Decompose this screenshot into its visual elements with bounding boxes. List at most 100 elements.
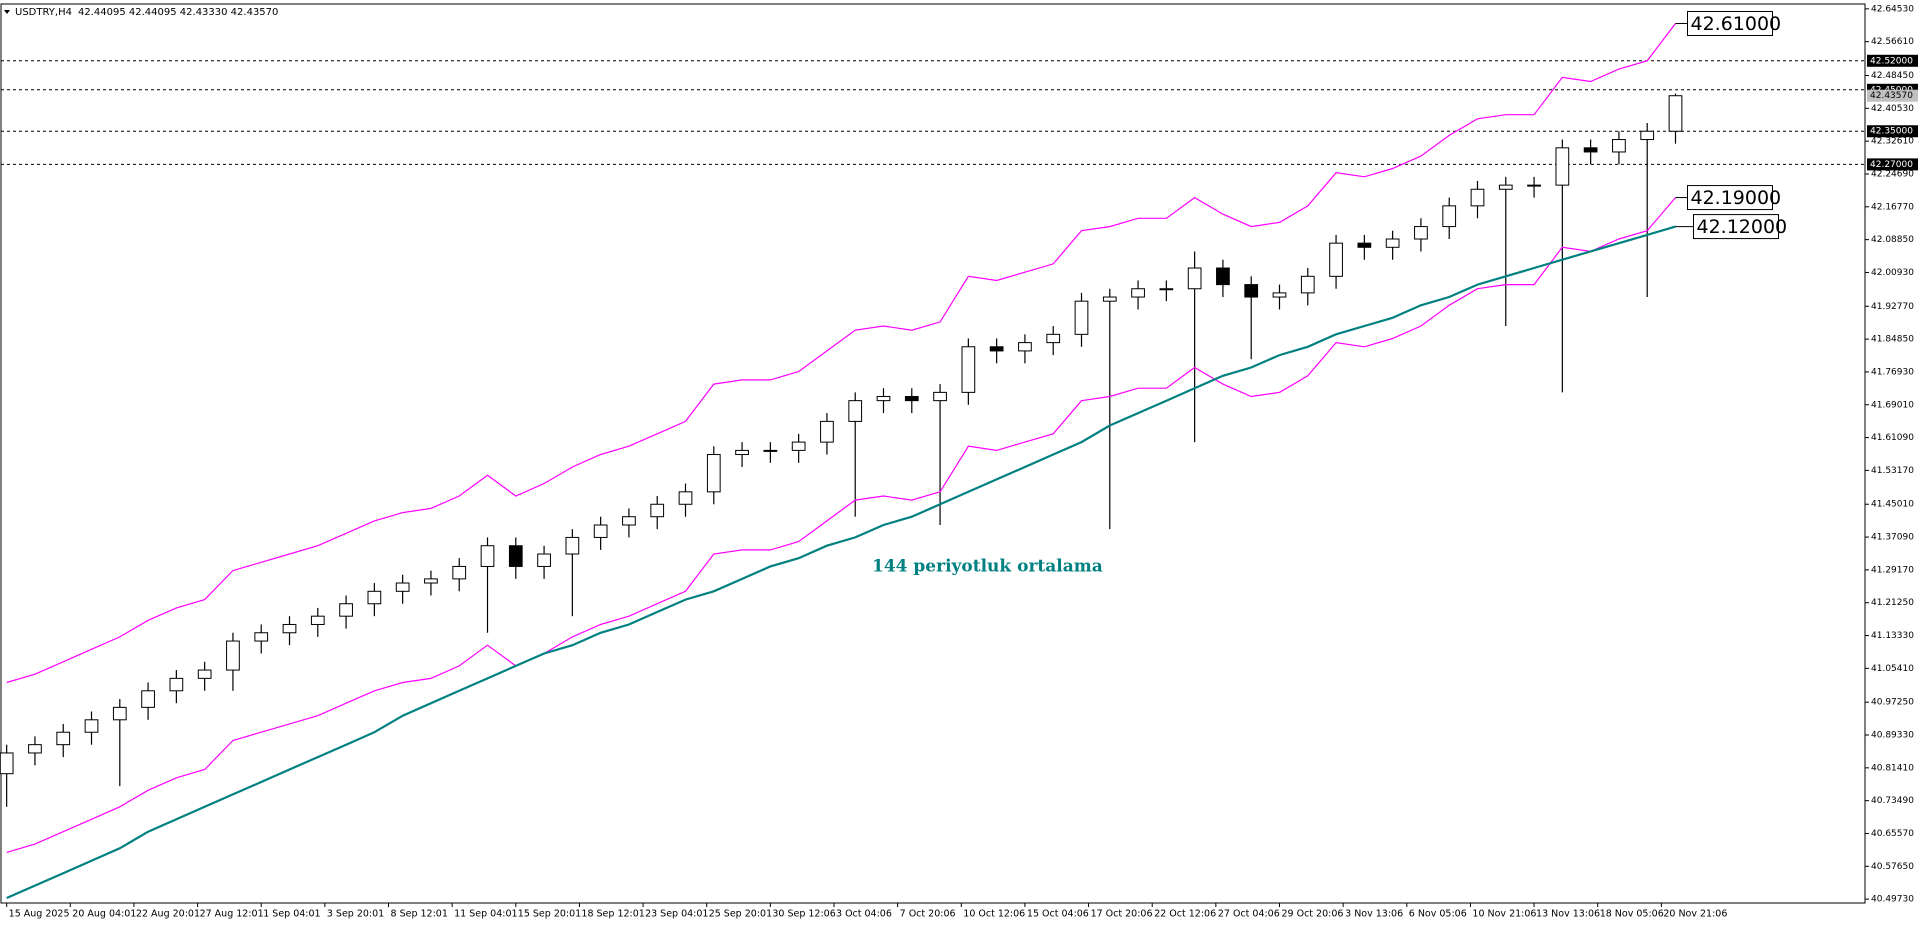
candle-body <box>1131 288 1145 298</box>
candle-body <box>650 503 665 518</box>
x-tick-label: 15 Aug 2025 <box>9 909 70 920</box>
candle-body <box>1329 242 1343 277</box>
candle-body <box>876 396 891 402</box>
level-tag <box>1867 54 1918 67</box>
candle-body <box>1074 300 1089 335</box>
candle-body <box>1300 275 1315 294</box>
candle-body <box>1244 284 1259 298</box>
x-tick-label: 22 Oct 12:06 <box>1154 909 1216 920</box>
x-tick-label: 8 Sep 12:01 <box>391 909 448 920</box>
level-tag <box>1867 125 1918 138</box>
y-tick-label: 40.97250 <box>1871 698 1914 708</box>
candle-body <box>339 603 353 617</box>
candle-body <box>706 454 721 493</box>
x-tick-label: 22 Aug 20:01 <box>136 909 200 920</box>
candle-body <box>1159 288 1174 291</box>
candle-body <box>989 346 1004 352</box>
candle-body <box>1555 147 1570 186</box>
y-tick-label: 41.61090 <box>1871 433 1914 443</box>
x-tick-label: 18 Sep 12:01 <box>581 909 644 920</box>
x-tick-label: 20 Nov 21:06 <box>1663 909 1727 920</box>
candle-body <box>1442 205 1457 228</box>
y-tick-label: 42.24690 <box>1871 169 1914 179</box>
candle-body <box>1640 130 1655 141</box>
candle-body <box>424 578 438 584</box>
candle-body <box>904 396 919 402</box>
x-tick-label: 20 Aug 04:01 <box>72 909 136 920</box>
ohlc-readout: 42.44095 42.44095 42.43330 42.43570 <box>78 7 278 18</box>
candle-body <box>395 582 410 592</box>
y-tick-label: 40.65570 <box>1871 829 1914 839</box>
menu-triangle[interactable] <box>4 10 10 14</box>
candle-body <box>28 744 42 754</box>
candle-body <box>735 449 749 456</box>
x-tick-label: 10 Nov 21:06 <box>1472 909 1536 920</box>
y-tick-label: 41.92770 <box>1871 302 1914 312</box>
candle-body <box>848 400 863 422</box>
candle-body <box>56 731 71 746</box>
candle-body <box>310 615 325 625</box>
candle-body <box>1357 242 1372 248</box>
callout-label: 42.19000 <box>1690 187 1781 209</box>
candle-body <box>226 640 240 671</box>
y-tick-label: 41.84850 <box>1871 335 1914 345</box>
indicator-line <box>6 23 1676 684</box>
y-tick-label: 42.64530 <box>1871 4 1914 14</box>
indicator-line <box>6 197 1676 853</box>
callout-box <box>1686 10 1773 36</box>
y-tick-label: 41.69010 <box>1871 400 1914 410</box>
symbol: USDTRY,H4 <box>15 7 72 18</box>
y-tick-label: 42.08850 <box>1871 235 1914 245</box>
x-tick-label: 30 Sep 12:06 <box>772 909 835 920</box>
y-tick-label: 40.57650 <box>1871 862 1914 872</box>
y-tick-label: 41.13330 <box>1871 631 1914 641</box>
plot-frame <box>0 3 1866 904</box>
candle-body <box>933 391 947 402</box>
candle-body <box>1527 184 1541 187</box>
candle-body <box>1583 147 1598 153</box>
last-price-tag <box>1867 89 1918 102</box>
y-tick-label: 42.56610 <box>1871 37 1914 47</box>
y-tick-label: 41.37090 <box>1871 533 1914 543</box>
y-tick-label: 41.05410 <box>1871 664 1914 674</box>
x-tick-label: 3 Nov 13:06 <box>1345 909 1403 920</box>
callout-label: 42.61000 <box>1690 13 1781 35</box>
candle-body <box>678 491 693 505</box>
candle-body <box>508 545 523 567</box>
y-tick-label: 40.81410 <box>1871 763 1914 773</box>
callout-box <box>1692 214 1779 240</box>
candle-body <box>1470 188 1485 207</box>
x-tick-label: 15 Sep 20:01 <box>518 909 581 920</box>
y-tick-label: 42.40530 <box>1871 104 1914 114</box>
candle-body <box>791 441 806 451</box>
candle-body <box>537 553 551 567</box>
candle-body <box>1216 267 1230 286</box>
candle-body <box>1668 95 1683 132</box>
candle-body <box>1102 296 1117 302</box>
candle-body <box>593 524 608 538</box>
candle-body <box>622 516 636 526</box>
candle-body <box>367 590 382 605</box>
x-tick-label: 3 Oct 04:06 <box>836 909 892 920</box>
callout-box <box>1686 185 1773 211</box>
candle-body <box>112 706 127 721</box>
x-tick-label: 17 Oct 20:06 <box>1091 909 1153 920</box>
x-tick-label: 13 Nov 13:06 <box>1536 909 1600 920</box>
x-tick-label: 27 Oct 04:06 <box>1218 909 1280 920</box>
candle-body <box>1187 267 1202 290</box>
x-tick-label: 3 Sep 20:01 <box>327 909 384 920</box>
level-label: 42.52000 <box>1870 56 1913 66</box>
candle-body <box>820 420 834 443</box>
level-label: 42.27000 <box>1870 160 1913 170</box>
y-tick-label: 42.32610 <box>1871 137 1914 147</box>
x-tick-label: 25 Sep 20:01 <box>709 909 772 920</box>
candle-body <box>480 545 495 567</box>
indicator-line <box>6 225 1676 900</box>
x-tick-label: 23 Sep 04:01 <box>645 909 708 920</box>
candle-body <box>1385 238 1400 248</box>
candle-body <box>197 669 212 679</box>
x-tick-label: 6 Nov 05:06 <box>1409 909 1467 920</box>
y-tick-label: 41.45010 <box>1871 500 1914 510</box>
candle-body <box>169 677 184 692</box>
